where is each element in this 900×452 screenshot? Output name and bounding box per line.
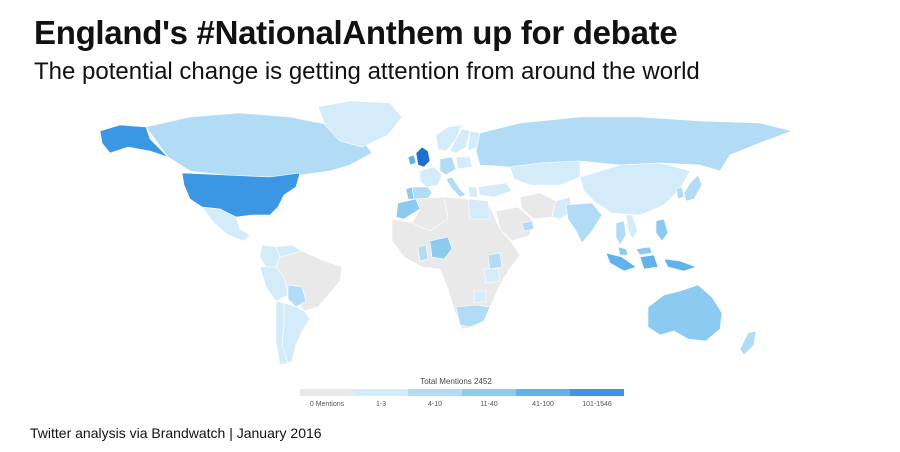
region-australia (647, 284, 723, 342)
region-new-zealand (739, 330, 757, 356)
legend-swatch-1 (354, 389, 408, 396)
region-brazil (275, 250, 343, 312)
legend-label-2: 4-10 (427, 401, 442, 408)
region-germany (439, 156, 457, 176)
legend-color-bar (300, 389, 624, 396)
legend-swatch-5 (570, 389, 624, 396)
region-alaska (99, 124, 169, 158)
region-turkey (477, 182, 513, 198)
region-egypt (467, 198, 491, 220)
region-thailand (615, 220, 627, 246)
region-sweden (449, 128, 471, 154)
region-south-korea (675, 186, 685, 200)
region-argentina (281, 302, 311, 364)
region-africa-other (391, 196, 521, 330)
legend-labels: 0 Mentions 1-3 4-10 11-40 41-100 101-154… (300, 401, 624, 408)
legend-swatch-0 (300, 389, 354, 396)
region-philippines (655, 218, 669, 242)
region-greenland (317, 100, 403, 148)
legend-swatch-4 (516, 389, 570, 396)
region-united-states (181, 172, 301, 218)
region-mexico (201, 206, 251, 242)
region-china (579, 162, 691, 216)
region-russia (475, 116, 794, 172)
region-malaysia (617, 246, 653, 256)
region-italy (445, 176, 467, 198)
region-indonesia (605, 252, 697, 272)
region-nigeria (429, 236, 453, 260)
chart-subtitle: The potential change is getting attentio… (34, 58, 700, 85)
region-bolivia (287, 284, 307, 308)
region-poland (455, 156, 473, 170)
source-credit: Twitter analysis via Brandwatch | Januar… (30, 425, 322, 441)
region-portugal (405, 186, 415, 200)
chart-title: England's #NationalAnthem up for debate (34, 14, 678, 51)
region-ireland (407, 154, 417, 166)
legend-label-0: 0 Mentions (309, 401, 345, 408)
region-france (419, 166, 443, 188)
legend-swatch-2 (408, 389, 462, 396)
legend-swatch-3 (462, 389, 516, 396)
legend-label-5: 101-1546 (582, 401, 612, 408)
legend-label-1: 1-3 (375, 401, 387, 408)
legend-label-4: 41-100 (532, 401, 554, 408)
region-canada (145, 112, 373, 178)
region-kenya (487, 252, 503, 270)
legend-label-3: 11-40 (480, 401, 498, 408)
region-south-africa (455, 304, 491, 328)
region-kazakhstan (509, 160, 581, 186)
region-vietnam (625, 214, 639, 240)
world-map (99, 100, 794, 366)
legend-title: Total Mentions 2452 (420, 377, 492, 386)
region-ghana (417, 244, 429, 262)
region-united-kingdom (415, 146, 431, 168)
region-morocco (395, 198, 421, 220)
region-united-arab-emirates (521, 220, 535, 232)
region-greece (467, 186, 479, 198)
region-india (565, 202, 603, 244)
region-zimbabwe (473, 290, 487, 304)
region-tanzania (483, 268, 501, 284)
region-japan (683, 174, 703, 202)
